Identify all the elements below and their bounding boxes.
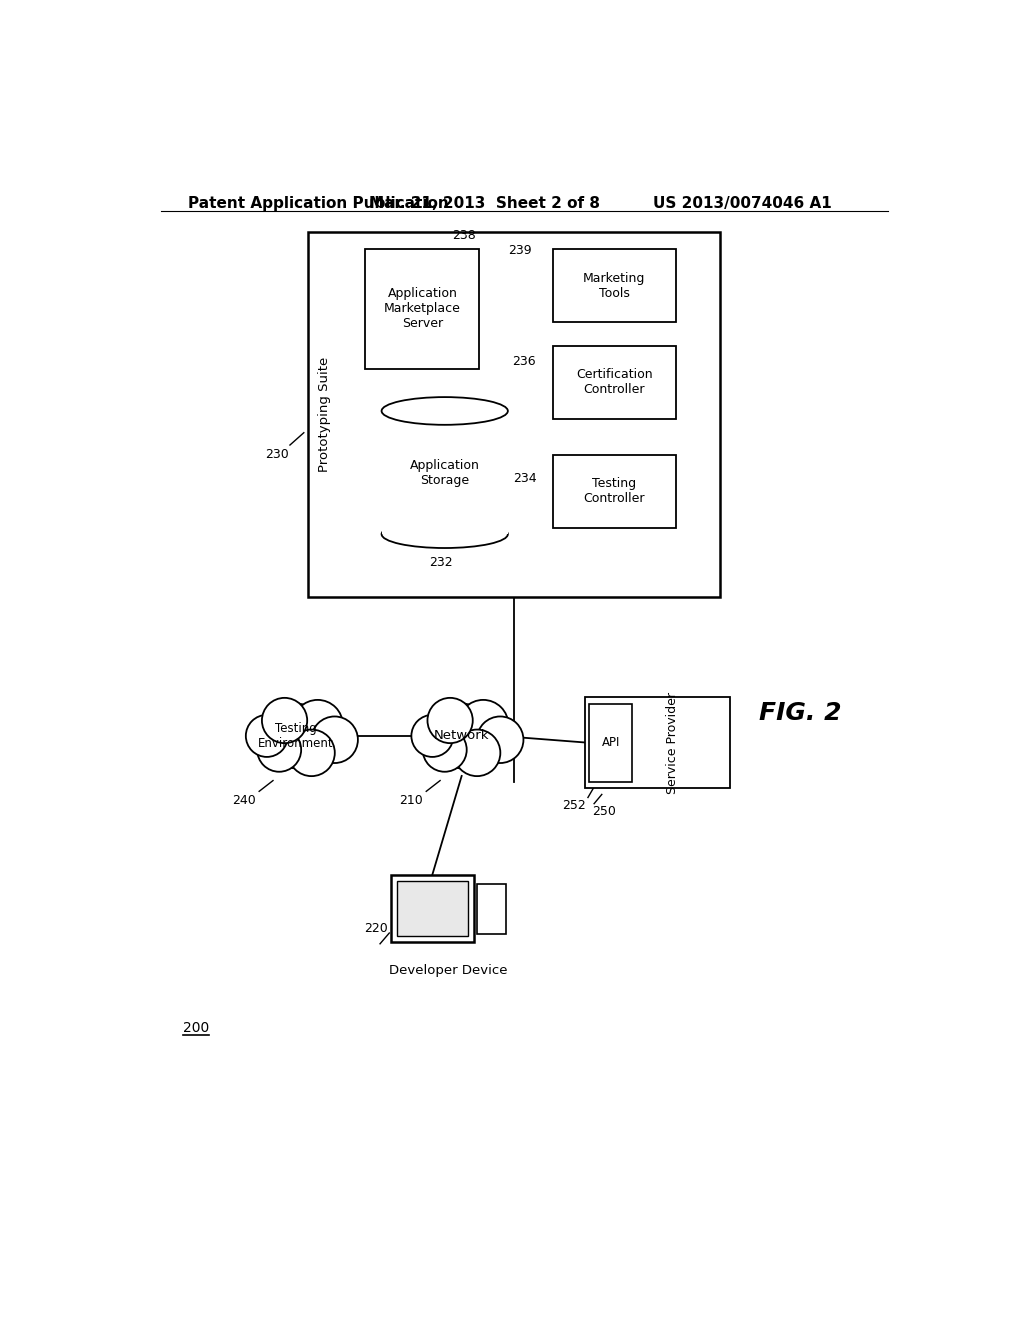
Text: Service Provider: Service Provider: [667, 692, 679, 793]
Circle shape: [477, 717, 523, 763]
Text: API: API: [601, 737, 620, 750]
Bar: [366, 249, 479, 368]
Text: 252: 252: [562, 799, 586, 812]
Text: 210: 210: [399, 793, 423, 807]
Text: 239: 239: [508, 244, 531, 257]
Text: Application
Marketplace
Server: Application Marketplace Server: [384, 288, 461, 330]
Text: Certification
Controller: Certification Controller: [575, 368, 652, 396]
Circle shape: [458, 700, 509, 750]
Text: US 2013/0074046 A1: US 2013/0074046 A1: [652, 195, 831, 211]
Text: Developer Device: Developer Device: [389, 964, 508, 977]
Circle shape: [412, 715, 454, 756]
Text: 250: 250: [593, 805, 616, 818]
Text: 234: 234: [513, 471, 538, 484]
Bar: [585, 697, 730, 788]
Bar: [553, 455, 676, 528]
Text: 240: 240: [232, 793, 256, 807]
Text: FIG. 2: FIG. 2: [759, 701, 842, 725]
Text: Application
Storage: Application Storage: [410, 458, 479, 487]
Circle shape: [427, 698, 473, 743]
Circle shape: [257, 727, 301, 772]
Bar: [553, 346, 676, 418]
Text: 220: 220: [364, 921, 388, 935]
Bar: [397, 880, 468, 936]
Text: Testing
Environment: Testing Environment: [258, 722, 334, 750]
Bar: [307, 231, 720, 598]
Circle shape: [429, 704, 494, 768]
Text: Prototyping Suite: Prototyping Suite: [318, 356, 331, 473]
Bar: [590, 704, 632, 781]
Bar: [391, 875, 474, 942]
Text: 238: 238: [452, 228, 475, 242]
Circle shape: [454, 730, 501, 776]
Text: 230: 230: [264, 447, 289, 461]
Ellipse shape: [382, 397, 508, 425]
Text: Network: Network: [434, 730, 489, 742]
Circle shape: [423, 727, 467, 772]
Circle shape: [262, 698, 307, 743]
Bar: [553, 249, 676, 322]
Text: 232: 232: [429, 556, 453, 569]
Text: Marketing
Tools: Marketing Tools: [583, 272, 645, 300]
Circle shape: [293, 700, 343, 750]
Text: Patent Application Publication: Patent Application Publication: [188, 195, 450, 211]
Text: Testing
Controller: Testing Controller: [584, 478, 645, 506]
Ellipse shape: [382, 520, 508, 548]
Text: Mar. 21, 2013  Sheet 2 of 8: Mar. 21, 2013 Sheet 2 of 8: [370, 195, 600, 211]
Circle shape: [311, 717, 358, 763]
Circle shape: [246, 715, 288, 756]
Bar: [477, 884, 506, 933]
Circle shape: [288, 730, 335, 776]
Text: 236: 236: [512, 355, 536, 368]
Bar: [382, 411, 508, 535]
Text: 200: 200: [183, 1022, 209, 1035]
Circle shape: [264, 704, 329, 768]
